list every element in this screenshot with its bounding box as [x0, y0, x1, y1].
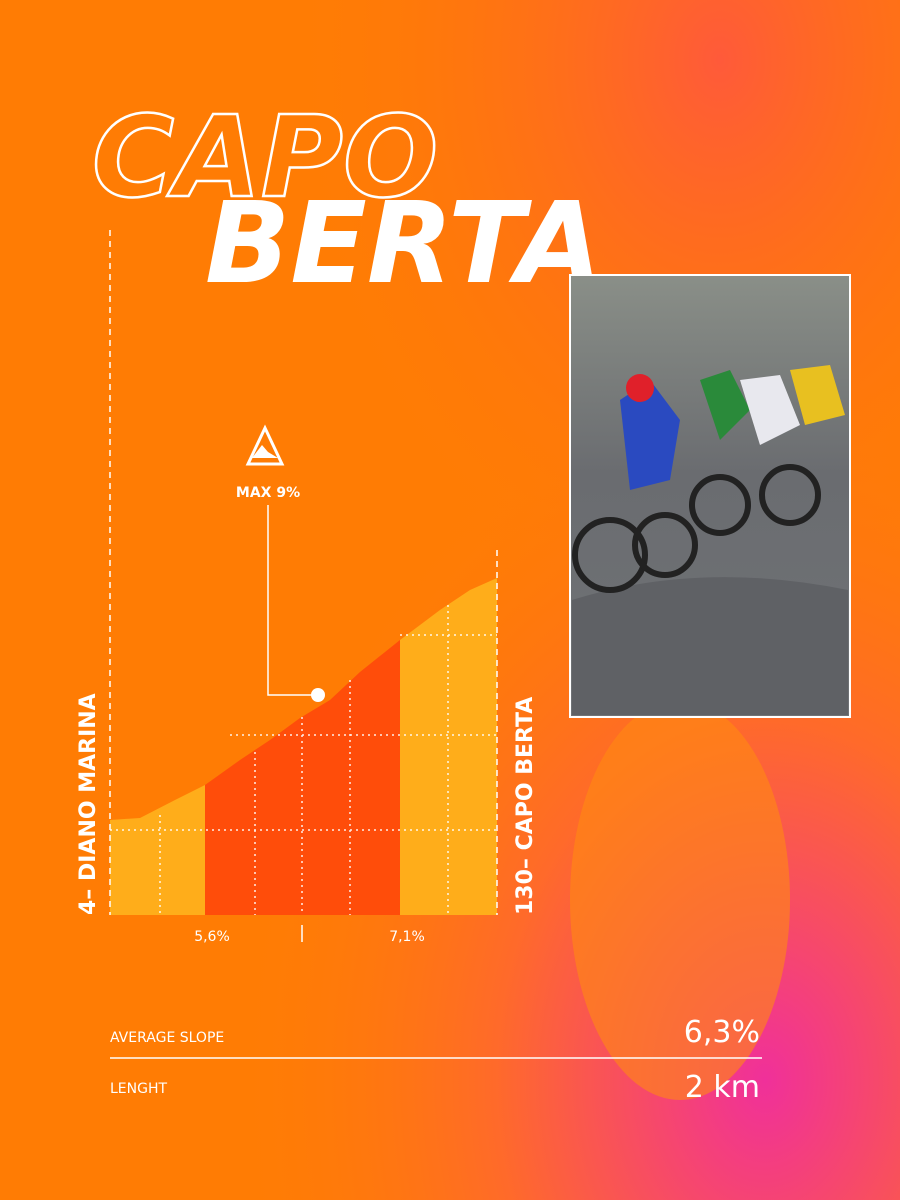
max-pointer	[267, 505, 318, 696]
photo-rider	[700, 370, 750, 440]
stat-value: 2 km	[685, 1070, 760, 1105]
title-outline: CAPO	[92, 93, 438, 223]
profile-edge	[109, 230, 498, 915]
photo-rider	[790, 365, 845, 425]
start-label: 4– DIANO MARINA	[76, 693, 101, 915]
photo-road	[572, 577, 848, 715]
photo-rider	[740, 375, 800, 445]
photo-rider	[620, 380, 680, 490]
background-shape	[570, 700, 790, 1100]
stat-label: AVERAGE SLOPE	[110, 1030, 224, 1046]
max-dot	[311, 688, 325, 702]
title: BERTA	[205, 179, 602, 309]
max-label: MAX 9%	[236, 485, 300, 501]
photo-wheel	[759, 464, 821, 526]
profile-grid	[110, 605, 497, 915]
end-label: 130– CAPO BERTA	[513, 697, 538, 915]
climb-icon	[245, 424, 285, 466]
stat-value: 6,3%	[684, 1015, 760, 1050]
profile-segment	[400, 578, 497, 915]
profile-segment	[110, 785, 205, 915]
photo-wheel	[632, 512, 698, 578]
photo-rider	[626, 374, 654, 402]
segment-label: 7,1%	[389, 929, 425, 945]
segment-label: 5,6%	[194, 929, 230, 945]
photo-wheel	[572, 517, 648, 593]
stat-label: LENGHT	[110, 1081, 167, 1097]
photo-wheel	[689, 474, 751, 536]
climb-icon	[252, 445, 278, 458]
